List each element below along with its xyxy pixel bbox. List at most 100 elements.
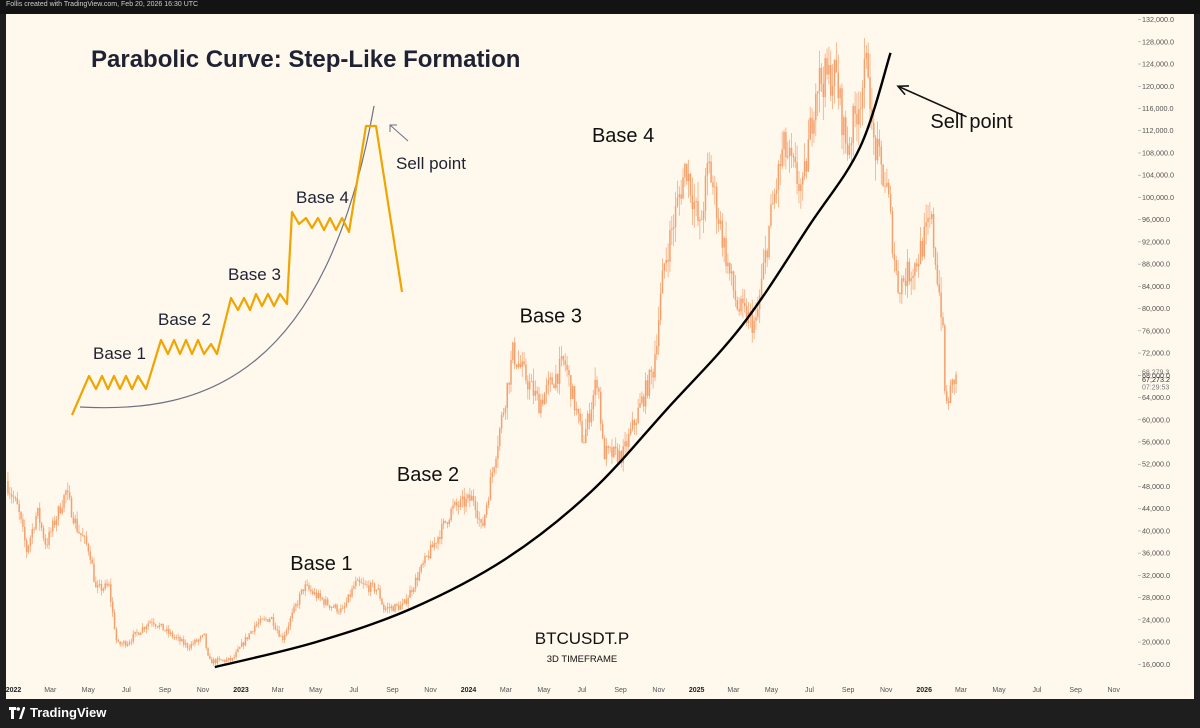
candle-body bbox=[373, 583, 376, 592]
candle-body bbox=[932, 214, 935, 249]
candle bbox=[542, 393, 544, 407]
candle bbox=[459, 495, 462, 510]
candle-body bbox=[328, 605, 331, 608]
candle-body bbox=[611, 447, 613, 457]
candle-body bbox=[242, 642, 245, 646]
candle bbox=[207, 647, 209, 657]
x-tick-label: May bbox=[537, 687, 551, 694]
y-tick-label: 72,000.0 bbox=[1142, 349, 1170, 358]
candle-body bbox=[936, 264, 939, 285]
candle bbox=[828, 46, 830, 85]
candle bbox=[304, 580, 307, 596]
candle bbox=[732, 270, 735, 299]
candle-body bbox=[441, 523, 443, 540]
candle bbox=[353, 581, 355, 590]
candle bbox=[674, 191, 677, 243]
candle-body bbox=[336, 604, 338, 612]
candle-body bbox=[248, 633, 250, 640]
candle bbox=[375, 589, 378, 595]
candle-body bbox=[695, 201, 697, 203]
candle bbox=[491, 466, 494, 484]
candle-body bbox=[429, 544, 432, 559]
candle bbox=[908, 258, 911, 285]
candle bbox=[169, 629, 172, 637]
candle-body bbox=[725, 238, 727, 267]
candle-body bbox=[46, 544, 48, 546]
candle-body bbox=[585, 429, 587, 444]
candle bbox=[925, 204, 927, 245]
candle bbox=[527, 375, 529, 400]
candle-body bbox=[515, 364, 518, 368]
candle-body bbox=[16, 498, 19, 505]
candle-body bbox=[386, 607, 389, 609]
candle bbox=[233, 654, 235, 660]
candle bbox=[768, 225, 770, 260]
candle bbox=[540, 393, 542, 418]
candle bbox=[151, 618, 153, 627]
candle-body bbox=[568, 370, 570, 376]
candle bbox=[175, 634, 178, 641]
candle bbox=[321, 596, 323, 601]
candle bbox=[117, 638, 120, 643]
candle bbox=[476, 502, 479, 525]
candle bbox=[523, 351, 525, 367]
candle-body bbox=[416, 577, 419, 581]
candle-body bbox=[796, 162, 798, 184]
candle bbox=[917, 253, 920, 278]
y-tick-label: 108,000.0 bbox=[1142, 148, 1174, 157]
candle-body bbox=[463, 496, 465, 507]
candle bbox=[149, 619, 151, 624]
candle bbox=[418, 567, 421, 582]
candle-body bbox=[384, 608, 387, 610]
y-tick-label: 92,000.0 bbox=[1142, 237, 1170, 246]
candle-body bbox=[622, 446, 624, 464]
x-tick-label: Mar bbox=[500, 687, 513, 694]
candle bbox=[945, 385, 948, 404]
candle-body bbox=[955, 374, 957, 385]
candle bbox=[585, 418, 587, 444]
candle-body bbox=[25, 540, 28, 552]
candle-body bbox=[35, 515, 37, 530]
candle-body bbox=[113, 612, 116, 630]
candle bbox=[736, 296, 739, 311]
candle-body bbox=[177, 637, 179, 638]
candle-body bbox=[601, 423, 604, 439]
candle-body bbox=[843, 117, 845, 136]
candle-body bbox=[332, 606, 335, 608]
candle bbox=[650, 366, 652, 385]
candle bbox=[130, 638, 133, 646]
candle bbox=[52, 517, 54, 537]
candle bbox=[787, 141, 789, 160]
chart-area[interactable]: 16,000.0 20,000.0 24,000.0 28,000.0 32,000.0… bbox=[6, 14, 1194, 699]
price-chart[interactable]: 16,000.0 20,000.0 24,000.0 28,000.0 32,000.0… bbox=[6, 14, 1194, 699]
candle bbox=[914, 261, 916, 290]
candle bbox=[16, 491, 19, 505]
candle-body bbox=[523, 361, 525, 365]
candle-body bbox=[95, 581, 97, 588]
candle bbox=[863, 38, 866, 109]
candle-body bbox=[831, 85, 834, 96]
candle bbox=[138, 632, 140, 636]
candle-body bbox=[184, 643, 187, 645]
candle bbox=[242, 641, 245, 650]
candle bbox=[190, 641, 192, 651]
candle-body bbox=[532, 381, 535, 396]
candle bbox=[742, 288, 744, 318]
candle bbox=[706, 152, 709, 196]
candle bbox=[9, 486, 11, 500]
candle-body bbox=[80, 533, 82, 535]
candle bbox=[493, 466, 495, 477]
candle-body bbox=[555, 373, 557, 389]
candle-body bbox=[672, 226, 675, 229]
candle-body bbox=[633, 420, 636, 425]
candle-body bbox=[369, 582, 372, 592]
candle bbox=[777, 160, 780, 208]
candle-body bbox=[558, 358, 561, 384]
candle bbox=[536, 386, 538, 401]
candle bbox=[551, 372, 553, 385]
candle bbox=[916, 258, 918, 272]
candle bbox=[854, 91, 856, 128]
candle-body bbox=[190, 643, 192, 649]
candle bbox=[110, 578, 112, 607]
candle-body bbox=[40, 523, 43, 528]
